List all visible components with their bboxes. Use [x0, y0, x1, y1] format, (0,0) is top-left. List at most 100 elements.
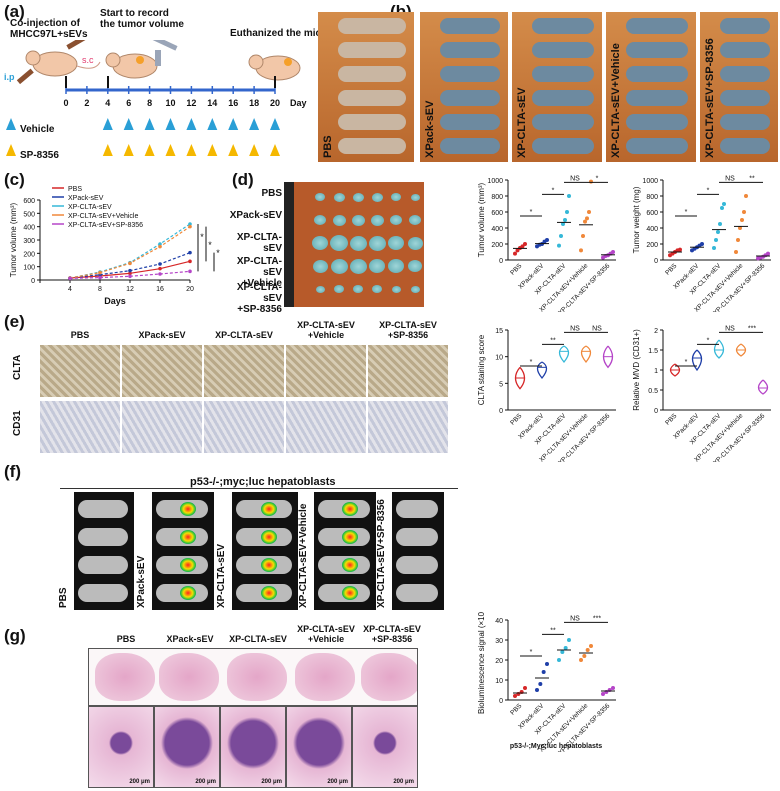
- violin-shape: [757, 379, 769, 395]
- data-point: [565, 210, 569, 214]
- scale-bar-label: 200 μm: [261, 779, 282, 785]
- mouse-body: [338, 42, 406, 58]
- data-point: [545, 238, 549, 242]
- y-tick-label: 2: [654, 328, 658, 335]
- data-point: [722, 202, 726, 206]
- mouse-body: [236, 528, 292, 546]
- y-tick-label: 600: [491, 210, 503, 217]
- data-point: [718, 222, 722, 226]
- sp8356-dose-marker: [144, 144, 155, 156]
- y-axis-label: Relative MVD (CD31+): [632, 329, 641, 411]
- mouse-photo-label: XP-CLTA-sEV: [516, 87, 528, 159]
- significance-mark: ***: [748, 325, 756, 332]
- tumor: [409, 215, 421, 225]
- timeline-tick-label: 12: [186, 98, 196, 108]
- ivis-label: XPack-sEV: [136, 555, 147, 608]
- tumor-row-label: XP-CLTA-sEV +SP-8356: [236, 282, 282, 315]
- histology-zoom: 200 μm: [352, 706, 418, 788]
- tumor: [410, 193, 420, 201]
- tumor: [330, 258, 348, 274]
- data-point: [579, 658, 583, 662]
- x-tick-label: 8: [98, 286, 102, 293]
- mouse-body: [318, 556, 370, 574]
- data-point: [582, 654, 587, 658]
- ivis-image: [232, 492, 298, 610]
- y-tick-label: 0: [654, 258, 658, 265]
- data-point: [585, 216, 589, 221]
- data-point: [720, 206, 724, 210]
- signal-spot: [180, 558, 196, 572]
- ivis-divider: [60, 488, 458, 489]
- tumor: [410, 285, 420, 293]
- y-tick-label: 600: [646, 210, 658, 217]
- mouse-photo: [420, 12, 508, 162]
- signal-spot: [342, 530, 358, 544]
- mouse-body: [532, 90, 594, 106]
- mouse-body: [720, 42, 770, 58]
- histology-label: PBS: [116, 634, 136, 644]
- tumor: [314, 215, 326, 225]
- series-point: [158, 272, 162, 276]
- ihc-cd31-image: [286, 401, 366, 453]
- timeline-tick-label: 6: [126, 98, 131, 108]
- y-tick-label: 10: [495, 355, 503, 362]
- significance-mark: NS: [570, 615, 580, 622]
- tumor: [312, 259, 328, 273]
- panel-label-f: (f): [4, 462, 21, 481]
- data-point: [561, 222, 565, 226]
- y-tick-label: 400: [646, 226, 658, 233]
- histology-zoom: 200 μm: [88, 706, 154, 788]
- significance-mark: *: [707, 187, 710, 194]
- sp8356-legend-marker: [6, 144, 16, 156]
- histology-zoom: 200 μm: [286, 706, 352, 788]
- tumor: [369, 259, 385, 273]
- series-point: [128, 271, 132, 276]
- histology-zoom: 200 μm: [154, 706, 220, 788]
- mouse-body: [338, 138, 406, 154]
- y-tick-label: 200: [646, 242, 658, 249]
- data-point: [712, 246, 716, 250]
- violin-shape: [602, 345, 614, 369]
- sp8356-dose-marker: [228, 144, 239, 156]
- vehicle-legend-marker: [6, 118, 16, 130]
- ihc-column-label: XP-CLTA-sEV +Vehicle: [297, 320, 355, 340]
- tumor: [388, 259, 404, 273]
- mouse-body: [318, 584, 370, 602]
- series-point: [188, 259, 192, 264]
- violin-shape: [669, 363, 681, 377]
- ivis-label: PBS: [58, 587, 69, 608]
- ihc-cd31-image: [122, 401, 202, 453]
- ihc-column-label: PBS: [70, 330, 90, 340]
- significance-mark: *: [596, 175, 599, 182]
- tumor: [370, 214, 384, 226]
- significance-mark: *: [200, 232, 204, 242]
- ivis-label: XP-CLTA-sEV+SP-8356: [376, 499, 387, 608]
- data-point: [738, 226, 742, 230]
- x-axis-label: p53-/-;Myc;luc hepatoblasts: [510, 743, 602, 750]
- significance-mark: *: [707, 337, 710, 344]
- data-point: [559, 234, 563, 238]
- tumor: [391, 193, 401, 201]
- mouse-body: [156, 584, 208, 602]
- sp8356-dose-marker: [270, 144, 280, 156]
- ihc-column-label: XP-CLTA-sEV +SP-8356: [379, 320, 437, 340]
- significance-mark: *: [530, 359, 533, 366]
- histology-label: XP-CLTA-sEV: [229, 634, 287, 644]
- series-point: [98, 270, 102, 275]
- significance-mark: NS: [570, 175, 580, 182]
- ihc-clta-image: [368, 345, 448, 397]
- ihc-column-label: XP-CLTA-sEV: [215, 330, 273, 340]
- scale-bar-label: 200 μm: [129, 779, 150, 785]
- ivis-title: p53-/-;myc;luc hepatoblasts: [190, 476, 336, 488]
- series-point: [68, 276, 72, 281]
- tumor: [351, 214, 365, 226]
- x-tick-label: PBS: [509, 262, 524, 277]
- significance-mark: **: [550, 627, 556, 634]
- significance-mark: NS: [592, 325, 602, 332]
- data-point: [535, 688, 539, 692]
- violin-shape: [691, 349, 703, 372]
- mouse-body: [532, 138, 594, 154]
- data-point: [589, 179, 593, 184]
- vehicle-dose-marker: [207, 118, 218, 130]
